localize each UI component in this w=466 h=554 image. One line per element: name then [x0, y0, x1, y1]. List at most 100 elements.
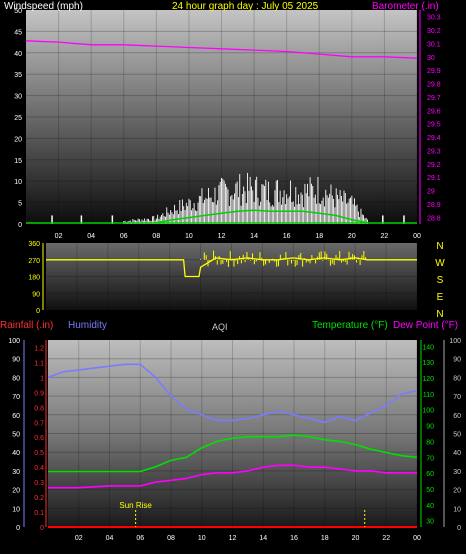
- humidity-tick-label: 40: [12, 450, 20, 457]
- wind-tick-label: 15: [14, 158, 22, 165]
- humidity-axis-label: Humidity: [68, 320, 107, 331]
- dewpoint-tick-label: 20: [453, 488, 461, 495]
- temperature-tick-label: 120: [422, 376, 434, 383]
- dewpoint-tick-label: 0: [457, 525, 461, 532]
- temperature-tick-label: 90: [426, 424, 434, 431]
- page-title: 24 hour graph day : July 05 2025: [172, 1, 319, 12]
- rain-axis-label: Rainfall (.in): [0, 320, 54, 331]
- humidity-tick-label: 50: [12, 432, 20, 439]
- dewpoint-tick-label: 50: [453, 432, 461, 439]
- temperature-tick-label: 40: [426, 503, 434, 510]
- wind-x-tick-label: 00: [413, 233, 421, 240]
- dewpoint-tick-label: 30: [453, 469, 461, 476]
- direction-tick-label: 180: [28, 275, 40, 282]
- temperature-tick-label: 110: [423, 392, 434, 399]
- dewpoint-tick-label: 100: [449, 338, 461, 345]
- direction-tick-label: 360: [28, 241, 40, 248]
- weather-x-tick-label: 12: [229, 535, 237, 542]
- humidity-tick-label: 10: [12, 506, 20, 513]
- weather-x-tick-label: 00: [413, 535, 421, 542]
- rain-tick-label: 1.1: [34, 360, 44, 367]
- direction-tick-label: 90: [32, 291, 40, 298]
- barometer-tick-label: 29.2: [427, 162, 441, 169]
- wind-tick-label: 35: [14, 72, 22, 79]
- humidity-tick-label: 90: [12, 357, 20, 364]
- barometer-tick-label: 30.1: [427, 41, 441, 48]
- temperature-tick-label: 50: [426, 487, 434, 494]
- barometer-tick-label: 29.5: [427, 122, 441, 129]
- wind-tick-label: 20: [14, 136, 22, 143]
- direction-tick-label: 0: [36, 308, 40, 315]
- wind-tick-label: 40: [14, 51, 22, 58]
- barometer-line: [25, 40, 418, 59]
- barometer-tick-label: 29.4: [427, 135, 441, 142]
- wind-tick-label: 50: [14, 8, 22, 15]
- direction-tick-label: 270: [28, 258, 40, 265]
- temperature-tick-label: 130: [422, 360, 434, 367]
- compass-label: W: [435, 258, 445, 269]
- dewpoint-tick-label: 60: [453, 413, 461, 420]
- wind-axis-label: Windspeed (mph): [4, 1, 83, 12]
- wind-x-tick-label: 06: [120, 233, 128, 240]
- wind-tick-label: 0: [18, 222, 22, 229]
- wind-x-tick-label: 22: [381, 233, 389, 240]
- wind-tick-label: 45: [14, 29, 22, 36]
- barometer-tick-label: 29.9: [427, 68, 441, 75]
- humidity-tick-label: 70: [12, 394, 20, 401]
- temperature-tick-label: 140: [422, 344, 434, 351]
- barometer-tick-label: 29.7: [427, 95, 441, 102]
- weather-x-tick-label: 04: [106, 535, 114, 542]
- rain-tick-label: 0.1: [34, 510, 44, 517]
- barometer-tick-label: 30: [427, 55, 435, 62]
- barometer-tick-label: 30.3: [427, 15, 441, 22]
- wind-x-tick-label: 20: [348, 233, 356, 240]
- wind-tick-label: 30: [14, 94, 22, 101]
- rain-tick-label: 0.9: [34, 390, 44, 397]
- barometer-tick-label: 28.9: [427, 202, 441, 209]
- dewpoint-line: [48, 464, 417, 489]
- aqi-label: AQI: [212, 322, 228, 332]
- weather-x-tick-label: 02: [75, 535, 83, 542]
- barometer-tick-label: 29: [427, 189, 435, 196]
- wind-tick-label: 5: [18, 201, 22, 208]
- barometer-tick-label: 29.6: [427, 108, 441, 115]
- compass-label: E: [437, 292, 444, 303]
- dewpoint-tick-label: 70: [453, 394, 461, 401]
- barometer-tick-label: 29.3: [427, 148, 441, 155]
- humidity-tick-label: 0: [16, 525, 20, 532]
- weather-x-tick-label: 18: [321, 535, 329, 542]
- compass-label: N: [436, 241, 443, 252]
- rain-tick-label: 1: [40, 375, 44, 382]
- temperature-tick-label: 80: [426, 439, 434, 446]
- rain-tick-label: 0.8: [34, 405, 44, 412]
- wind-x-tick-label: 10: [185, 233, 193, 240]
- weather-x-tick-label: 06: [136, 535, 144, 542]
- wind-x-tick-label: 08: [152, 233, 160, 240]
- temperature-tick-label: 100: [422, 408, 434, 415]
- barometer-tick-label: 29.1: [427, 175, 441, 182]
- rain-tick-label: 0.7: [34, 420, 44, 427]
- sunrise-label: Sun Rise: [119, 501, 152, 510]
- rain-tick-label: 0.6: [34, 435, 44, 442]
- wind-x-tick-label: 14: [250, 233, 258, 240]
- dewpoint-tick-label: 40: [453, 450, 461, 457]
- wind-x-tick-label: 18: [315, 233, 323, 240]
- rain-tick-label: 0.4: [34, 465, 44, 472]
- temperature-tick-label: 70: [426, 455, 434, 462]
- dewpoint-axis-label: Dew Point (°F): [393, 320, 459, 331]
- direction-panel-background: [46, 243, 417, 310]
- barometer-axis-label: Barometer (.in): [372, 1, 439, 12]
- dewpoint-tick-label: 80: [453, 375, 461, 382]
- weather-x-tick-label: 22: [382, 535, 390, 542]
- temperature-tick-label: 60: [426, 471, 434, 478]
- weather-x-tick-label: 08: [167, 535, 175, 542]
- rain-tick-label: 0: [40, 525, 44, 532]
- wind-tick-label: 25: [14, 115, 22, 122]
- weather-panel-background: [48, 340, 417, 527]
- temperature-line: [48, 434, 418, 473]
- rain-tick-label: 0.3: [34, 480, 44, 487]
- weather-x-tick-label: 16: [290, 535, 298, 542]
- humidity-tick-label: 60: [12, 413, 20, 420]
- barometer-tick-label: 29.8: [427, 82, 441, 89]
